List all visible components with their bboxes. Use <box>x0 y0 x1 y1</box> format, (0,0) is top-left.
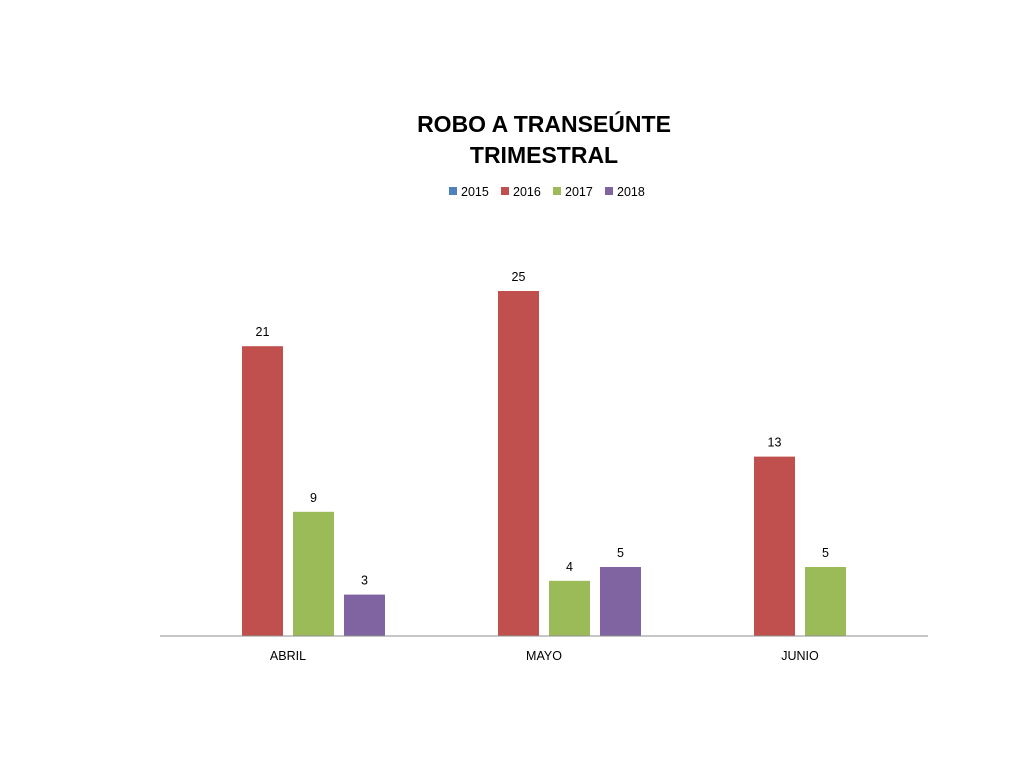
chart-title-line-1: ROBO A TRANSEÚNTE <box>417 110 671 137</box>
data-label-mayo-2017: 4 <box>566 560 573 574</box>
data-label-abril-2016: 21 <box>256 325 270 339</box>
legend-swatch-2015 <box>449 187 457 195</box>
data-label-junio-2016: 13 <box>768 436 782 450</box>
bar-mayo-2017 <box>549 580 590 636</box>
bar-abril-2017 <box>293 511 334 636</box>
data-labels-group: 21 9 3 25 4 5 13 5 <box>256 270 829 588</box>
legend: 2015 2016 2017 2018 <box>449 185 645 199</box>
x-tick-label-mayo: MAYO <box>526 649 562 663</box>
data-label-abril-2018: 3 <box>361 574 368 588</box>
x-tick-label-abril: ABRIL <box>270 649 306 663</box>
bar-junio-2016 <box>754 456 795 636</box>
chart-title-line-2: TRIMESTRAL <box>470 142 618 168</box>
x-tick-labels-group: ABRIL MAYO JUNIO <box>270 649 819 663</box>
bar-abril-2016 <box>242 346 283 636</box>
legend-swatch-2016 <box>501 187 509 195</box>
bar-abril-2018 <box>344 594 385 636</box>
bar-junio-2017 <box>805 567 846 636</box>
legend-label-2018: 2018 <box>617 185 645 199</box>
legend-label-2015: 2015 <box>461 185 489 199</box>
x-tick-label-junio: JUNIO <box>781 649 819 663</box>
legend-swatch-2018 <box>605 187 613 195</box>
bars-group <box>242 291 846 636</box>
data-label-mayo-2018: 5 <box>617 546 624 560</box>
legend-swatch-2017 <box>553 187 561 195</box>
data-label-mayo-2016: 25 <box>512 270 526 284</box>
bar-mayo-2018 <box>600 567 641 636</box>
legend-label-2016: 2016 <box>513 185 541 199</box>
data-label-junio-2017: 5 <box>822 546 829 560</box>
legend-label-2017: 2017 <box>565 185 593 199</box>
bar-mayo-2016 <box>498 291 539 636</box>
data-label-abril-2017: 9 <box>310 491 317 505</box>
